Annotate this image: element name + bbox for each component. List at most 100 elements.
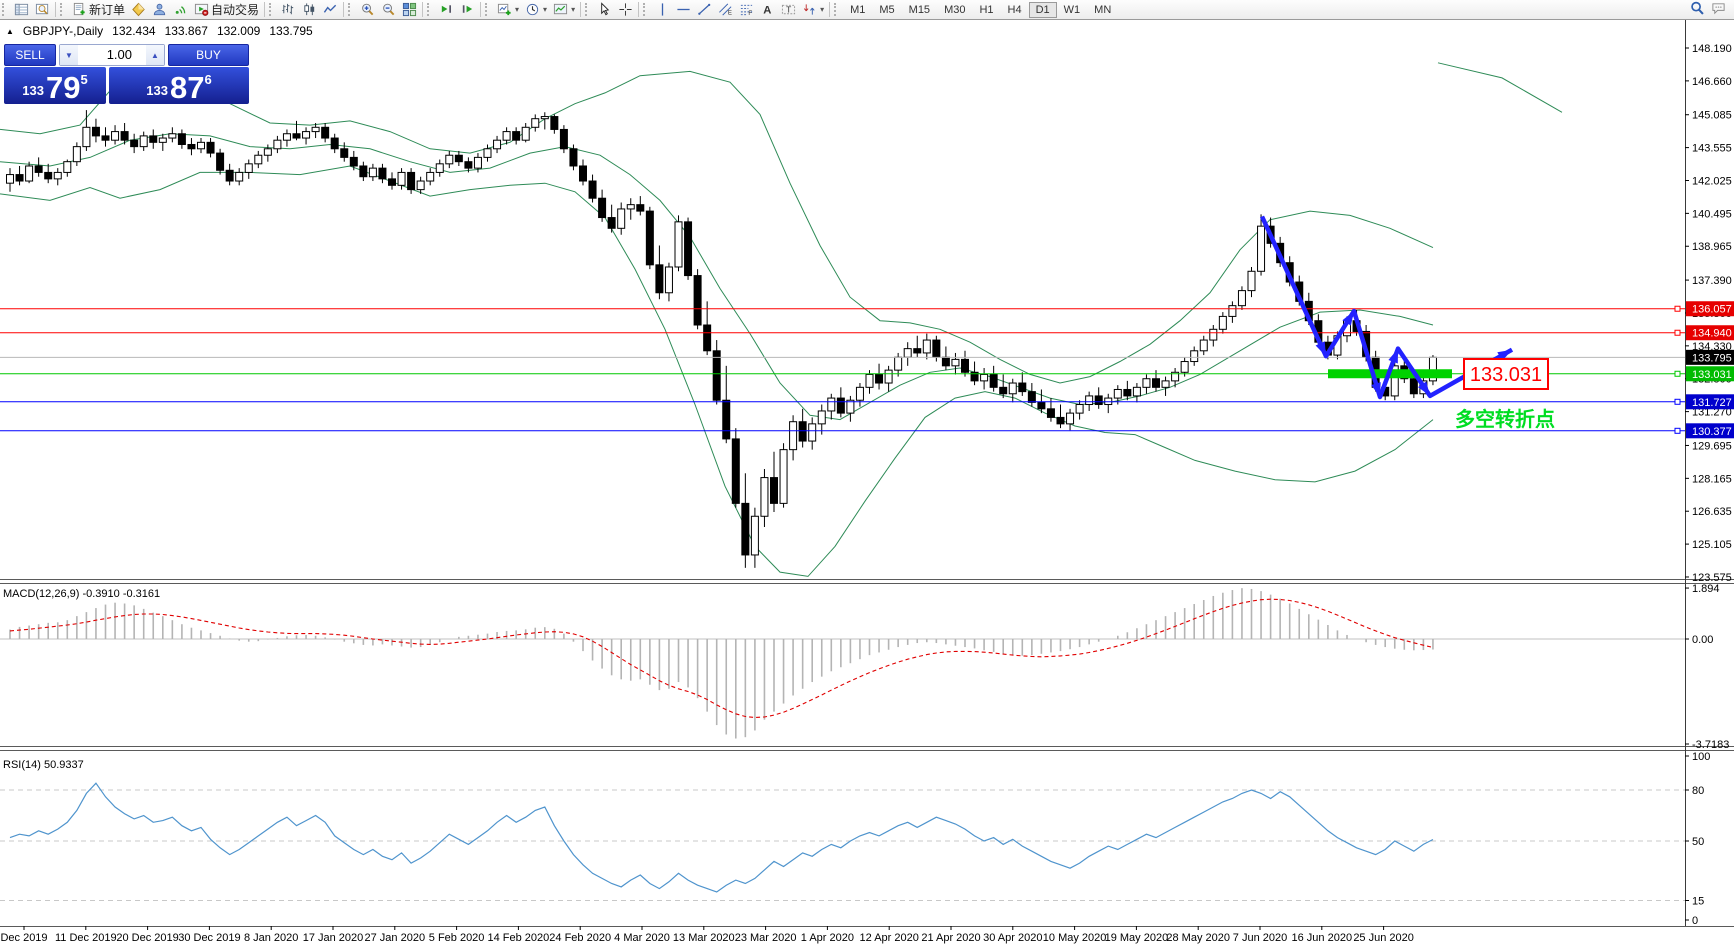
metaeditor-button[interactable] [128,1,149,19]
price-tag-label: 134.940 [1692,328,1732,340]
timeframe-h1-button[interactable]: H1 [979,3,994,16]
hline-handle[interactable] [1674,427,1681,434]
cursor-button[interactable] [594,1,615,19]
market-watch-button[interactable] [11,1,32,19]
trendline-button[interactable] [694,1,715,19]
timeframe-d1-button[interactable]: D1 [1028,1,1057,18]
candle [550,116,559,130]
chevron-down-icon[interactable]: ▾ [571,5,576,14]
signals-button[interactable] [170,1,191,19]
search-icon[interactable] [1690,1,1705,19]
buy-button[interactable]: BUY [168,44,249,66]
candles-icon [302,2,317,17]
timeframe-h4-button[interactable]: H4 [1007,3,1022,16]
data-window-button[interactable] [32,1,53,19]
tile-windows-button[interactable] [399,1,420,19]
band-arc-fragment [1437,62,1563,113]
timeframe-m15-button[interactable]: M15 [908,3,931,16]
price-tag-label: 136.057 [1692,304,1732,316]
candle [445,154,454,165]
periods-button[interactable]: ▾ [522,1,550,19]
chevron-down-icon[interactable]: ▾ [820,5,825,14]
hline-handle[interactable] [1674,329,1681,336]
toolbar-grip [427,3,434,16]
bar-chart-button[interactable] [278,1,299,19]
chart-shift-button[interactable] [457,1,478,19]
candlestick-chart-button[interactable] [299,1,320,19]
horizontal-line-button[interactable] [673,1,694,19]
zoom-out-button[interactable] [378,1,399,19]
equidistant-channel-button[interactable]: E [715,1,736,19]
toolbar-separator [55,2,56,17]
svg-text:E: E [728,10,732,17]
svg-text:F: F [748,10,752,17]
templates-button[interactable]: ▾ [550,1,578,19]
svg-text:T: T [786,4,791,14]
text-button[interactable]: A [757,1,778,19]
new-order-button[interactable]: 新订单 [69,1,128,19]
chevron-down-icon[interactable]: ▾ [543,5,548,14]
date-tick-label: 17 Jan 2020 [303,932,364,944]
price-tick-label: 131.270 [1692,407,1732,419]
timeframe-m30-button[interactable]: M30 [944,3,966,16]
new-chart-button[interactable]: ▾ [494,1,522,19]
vline-icon [655,2,670,17]
candle [836,397,845,414]
chat-icon[interactable] [1711,1,1726,19]
volume-field[interactable]: 1.00 [106,47,132,62]
buy-price[interactable]: 133 87 6 [109,67,249,104]
price-tick-label: 123.575 [1692,572,1732,584]
turning-point-note[interactable]: 多空转折点 [1455,407,1555,431]
sell-price-prefix: 133 [22,83,44,98]
arrows-button[interactable]: ▾ [799,1,827,19]
timeframe-w1-button[interactable]: W1 [1063,3,1081,16]
buy-price-pip: 6 [204,72,212,87]
candle [302,131,311,139]
candle [941,356,950,367]
sell-button[interactable]: SELL [4,44,56,66]
zoom-in-button[interactable] [357,1,378,19]
line-chart-button[interactable] [320,1,341,19]
chevron-down-icon[interactable]: ▾ [515,5,520,14]
vertical-line-button[interactable] [652,1,673,19]
collapse-icon[interactable]: ▲ [6,26,14,36]
candle [292,133,301,139]
timeframe-mn-button[interactable]: MN [1094,3,1112,16]
auto-trading-button[interactable]: 自动交易 [191,1,262,19]
main-toolbar: 新订单 自动交易 ▾ ▾ ▾ E F A T ▾ M1 M5 M15 M30 H1 H4 D1 W1 MN [0,0,1734,20]
candle [636,204,645,212]
auto-scroll-button[interactable] [436,1,457,19]
crosshair-button[interactable] [615,1,636,19]
community-button[interactable] [149,1,170,19]
volume-decrease-icon[interactable]: ▼ [60,45,78,65]
timeframe-m5-button[interactable]: M5 [879,3,895,16]
sell-price[interactable]: 133 79 5 [4,67,106,104]
candle [340,148,349,158]
hline-handle[interactable] [1674,398,1681,405]
volume-increase-icon[interactable]: ▲ [146,45,164,65]
candle [321,126,330,139]
fibonacci-button[interactable]: F [736,1,757,19]
date-tick-label: 8 Jan 2020 [244,932,298,944]
text-label-button[interactable]: T [778,1,799,19]
date-axis: Dec 2019 11 Dec 2019 20 Dec 2019 30 Dec 201… [0,926,1414,944]
timeframe-m1-button[interactable]: M1 [850,3,866,16]
candle [1056,416,1065,425]
candle [750,515,759,556]
hline-handle[interactable] [1674,305,1681,312]
bollinger-upper [0,70,1434,384]
price-annotation-box[interactable] [1463,358,1549,390]
autoscroll-icon [439,2,454,17]
toolbar-grip [585,3,592,16]
candle [1113,388,1122,399]
candle [999,386,1008,395]
toolbar-separator [264,2,266,17]
symbol-title: GBPJPY-,Daily [22,24,104,38]
hline-handle[interactable] [1674,370,1681,377]
candle [1161,380,1170,388]
arrowhead-icon [1342,311,1354,326]
candle [741,502,750,556]
candle [512,131,521,141]
text-a-icon: A [760,2,775,17]
